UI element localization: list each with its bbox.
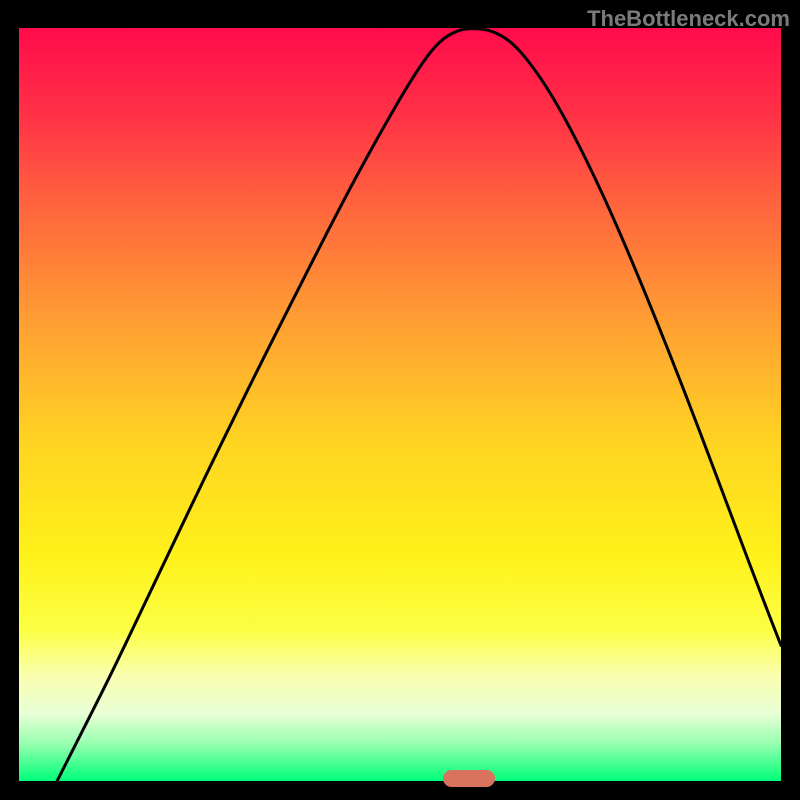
minimum-marker — [443, 770, 495, 787]
chart-container: TheBottleneck.com — [0, 0, 800, 800]
curve-svg — [19, 28, 781, 781]
watermark-text: TheBottleneck.com — [587, 6, 790, 32]
v-curve — [57, 29, 781, 781]
plot-area — [19, 28, 781, 781]
